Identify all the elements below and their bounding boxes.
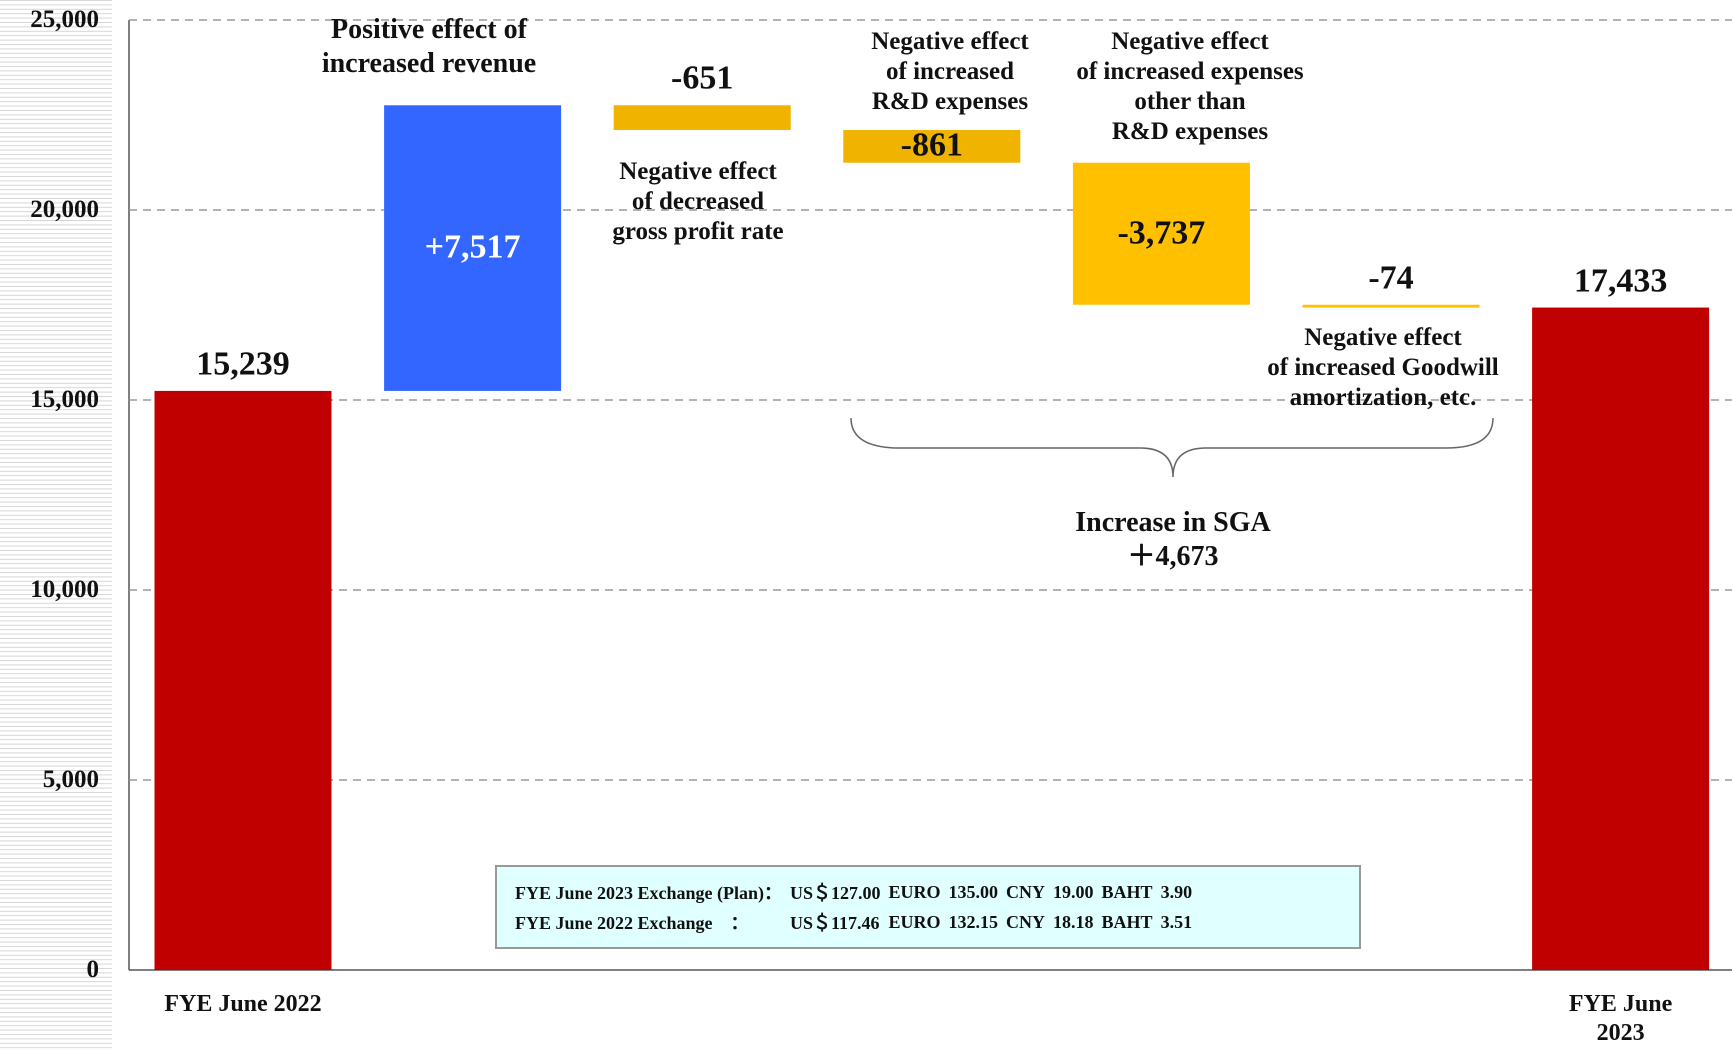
brace [850, 417, 1494, 478]
value-label: +7,517 [424, 228, 521, 266]
annotation: Negative effect of increased expenses ot… [1076, 28, 1304, 145]
annotation: Negative effect of increased Goodwill am… [1267, 324, 1499, 411]
exchange-cell: FYE June 2022 Exchange ： [515, 913, 749, 933]
exchange-cell: US＄117.46 [790, 913, 880, 933]
exchange-cell: 135.00 [948, 881, 999, 902]
bar [1302, 304, 1480, 308]
bar [154, 390, 332, 971]
y-tick-label: 15,000 [30, 386, 99, 413]
exchange-cell: 3.90 [1160, 881, 1193, 902]
exchange-cell: 19.00 [1053, 881, 1094, 902]
annotation: Positive effect of increased revenue [321, 14, 537, 79]
exchange-cell: CNY [1006, 881, 1046, 902]
exchange-table: FYE June 2023 Exchange (Plan)： US＄127.00 E… [515, 877, 1200, 937]
value-label: 15,239 [196, 345, 290, 383]
bar [1532, 307, 1710, 970]
exchange-cell: 132.15 [948, 911, 999, 932]
exchange-cell: 3.51 [1160, 911, 1193, 932]
exchange-row: FYE June 2023 Exchange (Plan)： US＄127.00 E… [515, 877, 1200, 907]
annotation: Negative effect of increased R&D expense… [871, 28, 1029, 115]
value-label: -74 [1368, 259, 1414, 297]
annotation: Increase in SGA ＋4,673 [1075, 507, 1271, 572]
y-tick-label: 0 [86, 956, 100, 983]
y-tick-label: 5,000 [42, 766, 99, 793]
bar [613, 105, 791, 131]
exchange-cell: US＄127.00 [790, 883, 881, 903]
bar [1072, 162, 1250, 305]
exchange-cell: 18.18 [1053, 911, 1094, 932]
left-stripes [0, 0, 112, 1051]
exchange-box: FYE June 2023 Exchange (Plan)： US＄127.00 E… [495, 865, 1361, 949]
value-label: 17,433 [1573, 262, 1668, 300]
exchange-cell: EURO [888, 911, 941, 932]
value-label: -651 [671, 59, 734, 97]
y-tick-label: 10,000 [30, 576, 99, 603]
annotation: Negative effect of decreased gross profi… [612, 158, 784, 245]
exchange-cell: EURO [888, 881, 941, 902]
bar [384, 105, 562, 391]
exchange-cell: CNY [1006, 911, 1046, 932]
x-tick-label: FYE June 2023 Plan [1568, 991, 1673, 1051]
y-tick-label: 25,000 [30, 6, 99, 33]
value-label: -861 [900, 126, 963, 164]
bar [843, 130, 1021, 163]
y-tick-label: 20,000 [30, 196, 99, 223]
exchange-cell: BAHT [1101, 881, 1153, 902]
exchange-cell: FYE June 2023 Exchange (Plan)： [515, 883, 783, 903]
exchange-cell: BAHT [1101, 911, 1153, 932]
exchange-row: FYE June 2022 Exchange ： US＄117.46 EURO 132… [515, 907, 1200, 937]
value-label: -3,737 [1117, 214, 1206, 252]
x-tick-label: FYE June 2022 [164, 991, 322, 1017]
